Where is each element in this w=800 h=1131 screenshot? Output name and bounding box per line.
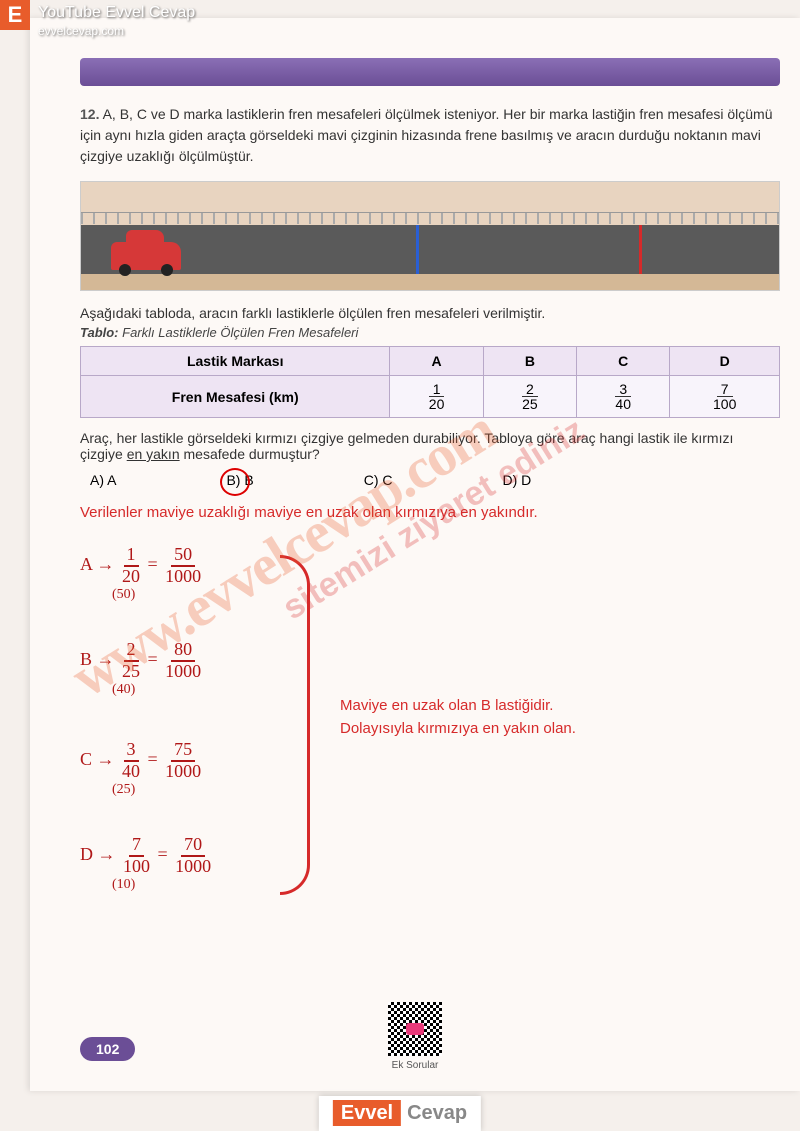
option-b[interactable]: B) B xyxy=(226,472,253,488)
qr-label: Ek Sorular xyxy=(388,1060,442,1071)
table-data-row: Fren Mesafesi (km) 120 225 340 7100 xyxy=(81,376,780,418)
qr-code-icon[interactable] xyxy=(388,1002,442,1056)
cell-B: 225 xyxy=(483,376,576,418)
option-c[interactable]: C) C xyxy=(364,472,393,488)
cell-D: 7100 xyxy=(670,376,780,418)
qr-section: Ek Sorular xyxy=(388,1002,442,1071)
work-A: A → 120 = 501000 (50) xyxy=(80,545,204,603)
data-table: Lastik Markası A B C D Fren Mesafesi (km… xyxy=(80,346,780,418)
followup-underlined: en yakın xyxy=(127,446,180,462)
fence xyxy=(81,212,779,224)
page-number: 102 xyxy=(80,1037,135,1061)
cell-A: 120 xyxy=(390,376,483,418)
work-B: B → 225 = 801000 (40) xyxy=(80,640,204,698)
bracket xyxy=(280,555,310,895)
table-title-label: Tablo: xyxy=(80,325,119,340)
explain-text: Maviye en uzak olan B lastiğidir. Dolayı… xyxy=(340,695,576,740)
road-illustration xyxy=(80,181,780,291)
answer-explanation: Verilenler maviye uzaklığı maviye en uza… xyxy=(80,504,780,521)
followup-p2: mesafede durmuştur? xyxy=(180,446,320,462)
table-intro: Aşağıdaki tabloda, aracın farklı lastikl… xyxy=(80,305,780,321)
car-icon xyxy=(111,242,181,270)
col-C: C xyxy=(577,347,670,376)
table-title: Tablo: Farklı Lastiklerle Ölçülen Fren M… xyxy=(80,325,780,340)
col-A: A xyxy=(390,347,483,376)
col-D: D xyxy=(670,347,780,376)
col-B: B xyxy=(483,347,576,376)
blue-line xyxy=(416,225,419,274)
red-line xyxy=(639,225,642,274)
handwritten-work: A → 120 = 501000 (50) B → 225 = 801000 (… xyxy=(80,545,780,925)
footer-logo-1: Evvel xyxy=(333,1100,401,1126)
explain-line1: Maviye en uzak olan B lastiğidir. xyxy=(340,695,576,718)
explain-line2: Dolayısıyla kırmızıya en yakın olan. xyxy=(340,718,576,741)
table-header-row: Lastik Markası A B C D xyxy=(81,347,780,376)
option-a[interactable]: A) A xyxy=(90,472,116,488)
top-watermark-url: evvelcevap.com xyxy=(38,24,124,38)
question-body: A, B, C ve D marka lastiklerin fren mesa… xyxy=(80,106,773,164)
header-brand: Lastik Markası xyxy=(81,347,390,376)
question-number: 12. xyxy=(80,106,99,122)
page-container: 12. A, B, C ve D marka lastiklerin fren … xyxy=(30,18,800,1091)
question-text: 12. A, B, C ve D marka lastiklerin fren … xyxy=(80,104,780,167)
header-dist: Fren Mesafesi (km) xyxy=(81,376,390,418)
work-C: C → 340 = 751000 (25) xyxy=(80,740,204,798)
footer-logo-2: Cevap xyxy=(407,1102,467,1124)
cell-C: 340 xyxy=(577,376,670,418)
followup-question: Araç, her lastikle görseldeki kırmızı çi… xyxy=(80,430,780,462)
option-d[interactable]: D) D xyxy=(502,472,531,488)
work-D: D → 7100 = 701000 (10) xyxy=(80,835,214,893)
header-bar xyxy=(80,58,780,86)
top-watermark-text: YouTube Evvel Cevap xyxy=(38,4,195,22)
options-row: A) A B) B C) C D) D xyxy=(80,472,780,488)
corner-logo: E xyxy=(0,0,30,30)
table-title-text: Farklı Lastiklerle Ölçülen Fren Mesafele… xyxy=(122,325,358,340)
footer-logo: Evvel Cevap xyxy=(319,1096,481,1131)
